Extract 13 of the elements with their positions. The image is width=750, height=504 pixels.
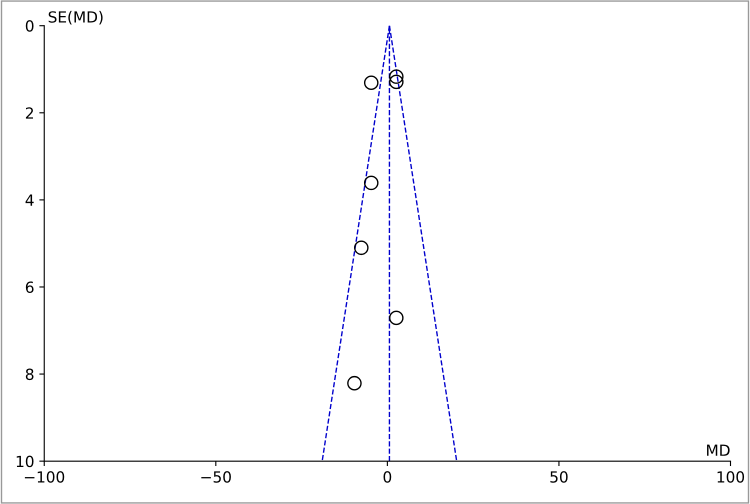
y-tick-label: 0 — [26, 20, 34, 32]
y-tick-label: 4 — [26, 194, 34, 206]
y-tick-label: 8 — [26, 368, 34, 380]
y-tick-label: 6 — [26, 281, 34, 293]
x-tick-label: −50 — [201, 471, 231, 483]
x-axis-title: MD — [707, 444, 730, 456]
x-tick-label: 0 — [384, 471, 392, 483]
y-tick-label: 2 — [26, 107, 33, 119]
y-axis-title: SE(MD) — [48, 10, 103, 25]
x-tick-label: −100 — [24, 471, 64, 483]
y-tick-label: 10 — [16, 456, 34, 468]
x-tick-label: 100 — [718, 471, 744, 483]
x-tick-label: 50 — [550, 471, 568, 483]
